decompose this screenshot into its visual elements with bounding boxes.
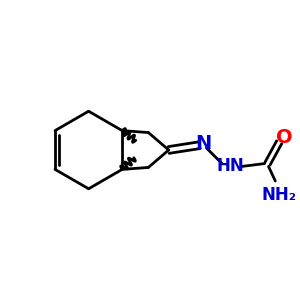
Text: HN: HN: [217, 158, 244, 175]
Text: N: N: [196, 134, 212, 153]
Text: NH₂: NH₂: [262, 186, 297, 204]
Text: O: O: [276, 128, 292, 147]
